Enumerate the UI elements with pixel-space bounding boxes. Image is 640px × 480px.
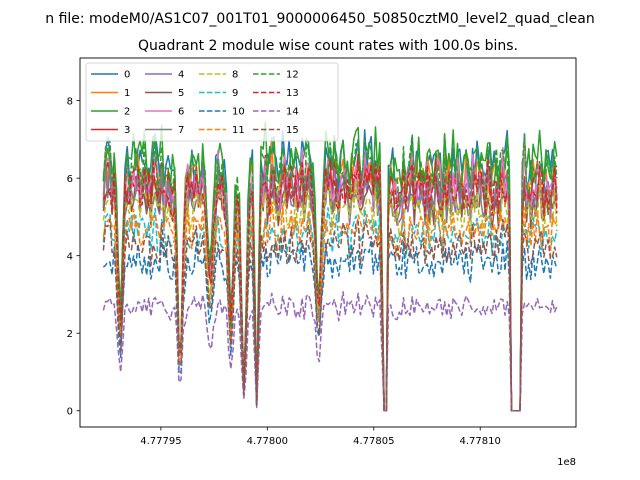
plot-frame: [79, 57, 577, 428]
series-layer: [102, 121, 558, 412]
series-line-14: [102, 290, 558, 412]
legend-label-2: 2: [124, 107, 130, 118]
axes-layer: 4.77795 4.77800 4.77805 4.77810 0 2 4 6 8: [67, 97, 501, 447]
figure-suptitle: n file: modeM0/AS1C07_001T01_9000006450_…: [45, 11, 594, 27]
legend-label-0: 0: [124, 70, 130, 81]
series-line-15: [102, 218, 558, 412]
series-line-9: [102, 207, 558, 412]
legend-label-7: 7: [178, 125, 184, 136]
x-tick-label: 4.77810: [460, 436, 501, 447]
legend-label-15: 15: [286, 125, 299, 136]
y-tick-label: 0: [67, 407, 73, 418]
legend-label-13: 13: [286, 88, 299, 99]
legend-label-9: 9: [232, 88, 238, 99]
x-tick-label: 4.77800: [247, 436, 288, 447]
x-tick-label: 4.77805: [353, 436, 394, 447]
series-line-11: [102, 201, 558, 412]
series-line-12: [102, 134, 558, 412]
y-tick-label: 6: [67, 174, 73, 185]
legend-label-3: 3: [124, 125, 130, 136]
y-tick-label: 2: [67, 329, 73, 340]
legend-label-11: 11: [232, 125, 245, 136]
x-tick-label: 4.77795: [140, 436, 181, 447]
legend-label-10: 10: [232, 107, 245, 118]
x-offset-label: 1e8: [557, 457, 576, 468]
legend-label-8: 8: [232, 70, 238, 81]
legend-label-4: 4: [178, 70, 184, 81]
legend-label-12: 12: [286, 70, 299, 81]
y-tick-label: 8: [67, 97, 73, 108]
legend-label-14: 14: [286, 107, 299, 118]
legend-label-5: 5: [178, 88, 184, 99]
series-line-10: [102, 236, 558, 412]
legend-box: [85, 62, 339, 142]
legend-label-1: 1: [124, 88, 130, 99]
chart-title: Quadrant 2 module wise count rates with …: [138, 38, 518, 54]
y-tick-label: 4: [67, 252, 73, 263]
legend-label-6: 6: [178, 107, 184, 118]
